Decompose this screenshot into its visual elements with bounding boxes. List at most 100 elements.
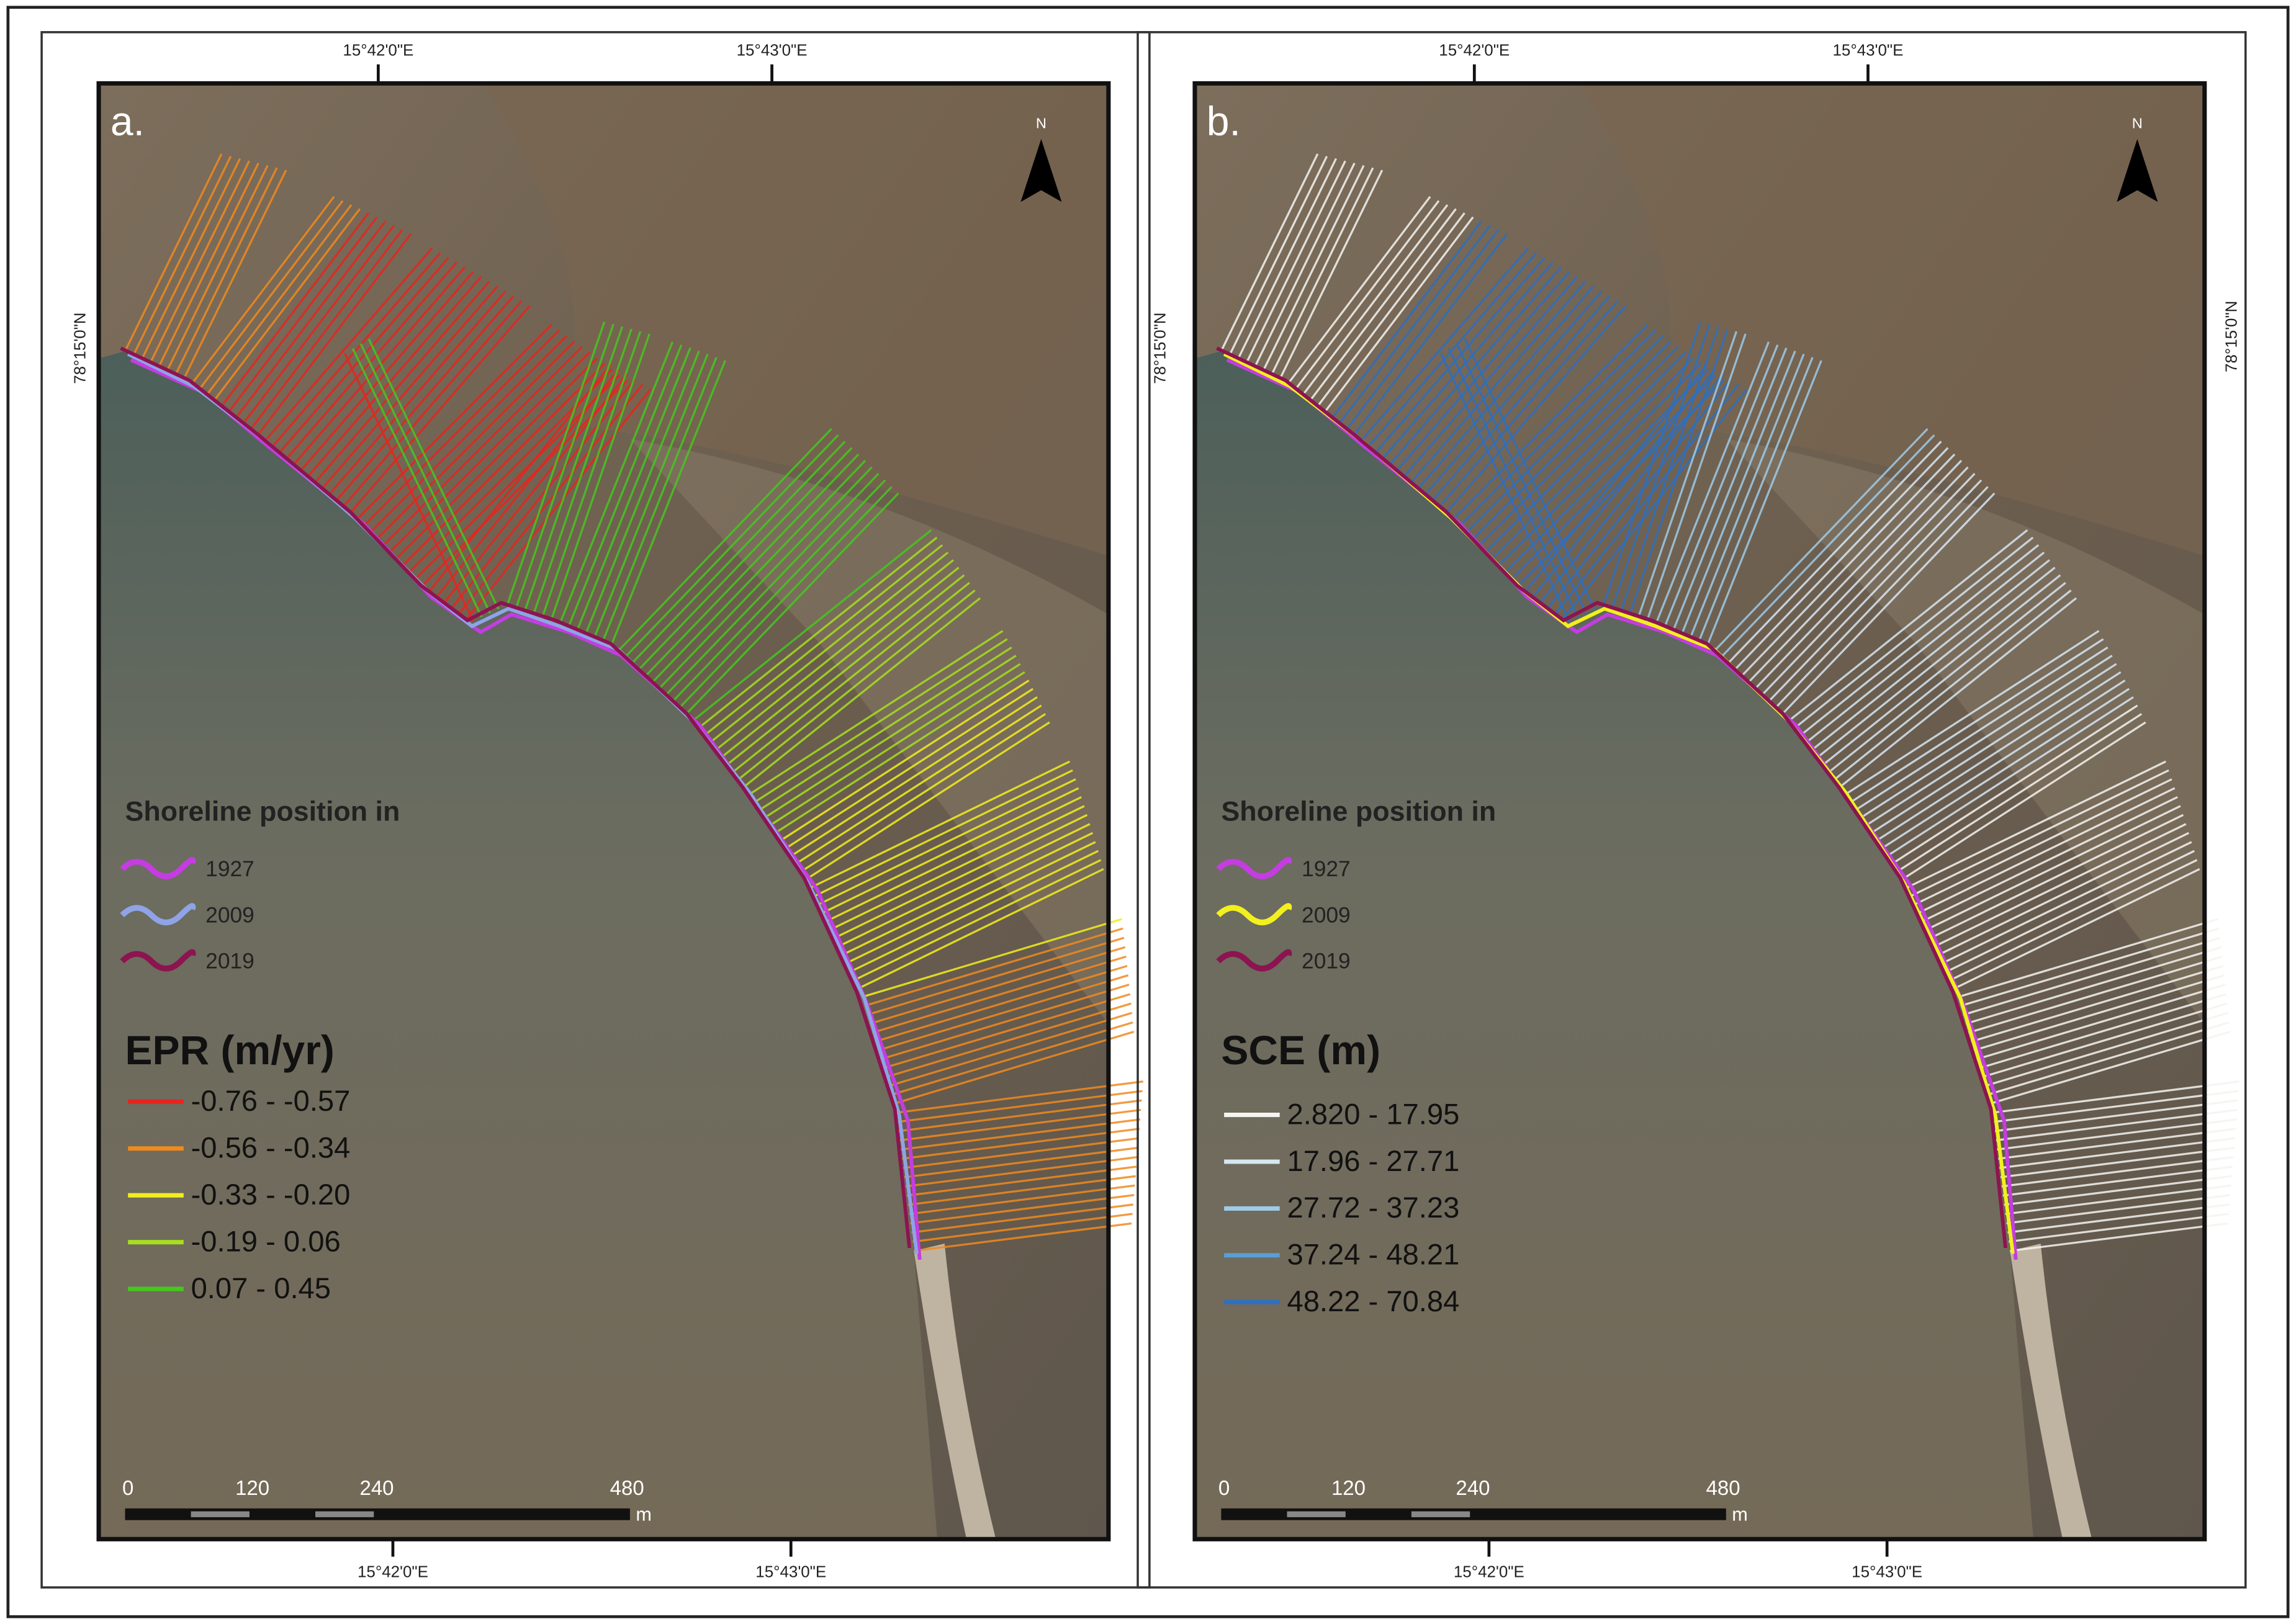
transect [804,721,1050,881]
legend-swatch [1216,949,1292,972]
panel-frame [40,31,1151,1589]
transect [872,955,1127,1034]
map-frame [96,81,1111,1541]
longitude-label: 15°42'0"E [1454,1563,1524,1581]
transect [1984,1012,2229,1087]
transect [891,1021,1133,1096]
transect [1228,156,1328,356]
transect [774,671,1025,835]
transect [1546,379,1732,610]
transect [1925,805,2181,931]
legend-label: 2009 [1302,903,1351,927]
panel-frame [1137,31,2247,1589]
transect [1611,323,1711,610]
shoreline [120,346,912,1249]
transect [328,290,506,496]
transect [1937,832,2189,956]
transect [395,357,598,560]
north-arrow [2117,138,2158,202]
transect [292,266,466,465]
transect [631,441,846,664]
transect [124,153,223,352]
longitude-label: 15°42'0"E [1439,42,1510,59]
transect [1511,374,1717,580]
transect [1965,946,2222,1025]
transect [2009,1213,2229,1243]
transect [861,918,1122,998]
scale-bar-segment [191,1511,250,1517]
transect [220,212,369,407]
transect [235,220,387,419]
transect [1445,305,1627,514]
scale-bar [125,1508,630,1520]
transect [737,590,976,781]
transect [279,257,449,454]
transect [1458,329,1657,527]
transect [759,646,1012,811]
transect [1531,369,1716,598]
transect [1464,338,1596,610]
transect [1438,300,1619,508]
transect [912,1213,1133,1243]
transect [1996,1108,2238,1142]
transect [2007,1203,2230,1234]
transect [1727,441,1942,664]
transect [1236,158,1337,360]
spit [914,1244,996,1540]
transect [911,1203,1133,1234]
latitude-label: 78°15'0"N [2223,301,2240,372]
transect [1855,646,2109,811]
transect [1424,290,1603,496]
legend-label: -0.19 - 0.06 [191,1224,341,1257]
transect [2009,1222,2228,1252]
transect [1839,597,2077,788]
legend-title: Shoreline position in [125,796,400,827]
transect [443,374,628,604]
transect [665,473,880,696]
transect [764,655,1017,819]
transect [1689,353,1805,639]
transect [789,696,1038,858]
transect [825,796,1082,923]
transect [450,379,636,610]
transect [1452,323,1649,521]
legend-swatch [120,903,196,926]
transect [1811,559,2050,751]
scale-label: 0 [122,1476,133,1499]
transect [313,280,490,484]
transect [897,1090,1143,1123]
transect [457,384,644,616]
transect [1929,814,2184,940]
transect [1945,850,2195,973]
transect [1553,384,1740,616]
transect [1706,360,1822,646]
transect [1747,460,1963,683]
transect [1828,581,2066,773]
transect [584,350,700,635]
transect [541,331,642,619]
transect [1302,204,1449,396]
legend-label: 2019 [205,949,254,974]
transect [515,323,615,610]
scale-label: 120 [1331,1476,1366,1499]
transect [271,252,441,447]
transect [618,428,832,651]
transect [389,351,591,554]
longitude-label: 15°42'0"E [343,42,413,59]
legend-swatch [1216,856,1292,879]
transect [678,486,893,709]
transect [708,551,949,744]
transect [1524,364,1708,593]
legend-title: SCE (m) [1221,1027,1380,1073]
transect [1396,271,1570,472]
scale-bar-segment [315,1511,374,1517]
transect [645,453,860,677]
longitude-label: 15°43'0"E [755,1563,826,1581]
transect [205,204,353,396]
transect [1331,220,1483,419]
transect [1431,295,1611,502]
gravel-flat [1726,439,2205,1025]
transect [1417,285,1595,490]
transect [1698,357,1814,642]
scale-label: 120 [235,1476,269,1499]
